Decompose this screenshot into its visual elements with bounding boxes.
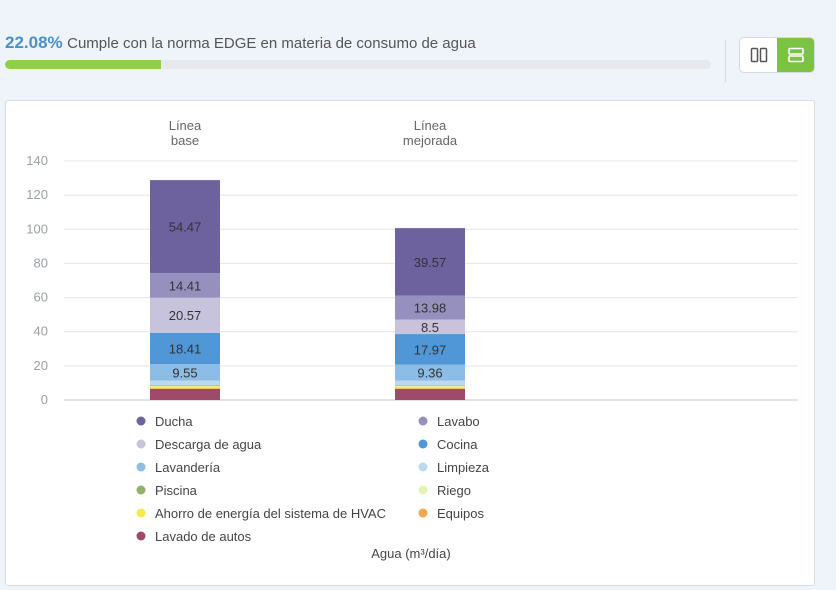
- bar-segment: [395, 364, 465, 381]
- bar-segment: [150, 180, 220, 274]
- data-label: 8.5: [421, 320, 439, 335]
- legend-label: Descarga de agua: [155, 437, 262, 452]
- bar-segment: [395, 386, 465, 389]
- y-tick-label: 100: [26, 221, 48, 236]
- x-axis-label: Agua (m³/día): [371, 546, 450, 561]
- category-label: Línea: [414, 118, 447, 133]
- compliance-progress-fill: [5, 60, 161, 69]
- bar-segment: [395, 319, 465, 335]
- bar-segment: [150, 380, 220, 385]
- compliance-progress-bar: [5, 60, 711, 69]
- legend-label: Ahorro de energía del sistema de HVAC: [155, 506, 386, 521]
- y-tick-label: 40: [34, 324, 48, 339]
- legend-label: Lavandería: [155, 460, 221, 475]
- legend-marker: [136, 508, 146, 518]
- header-divider: [725, 40, 726, 82]
- y-tick-label: 60: [34, 290, 48, 305]
- bar-segment: [395, 380, 465, 386]
- legend-marker: [136, 485, 146, 495]
- compliance-summary: 22.08% Cumple con la norma EDGE en mater…: [5, 33, 476, 53]
- y-tick-label: 0: [41, 392, 48, 407]
- category-label: mejorada: [403, 133, 458, 148]
- legend-label: Lavado de autos: [155, 529, 252, 544]
- columns-icon: [750, 47, 767, 63]
- bar-segment: [395, 388, 465, 389]
- data-label: 18.41: [169, 342, 202, 357]
- legend-label: Lavabo: [437, 414, 480, 429]
- bar-segment: [150, 386, 220, 389]
- y-tick-label: 80: [34, 255, 48, 270]
- bar-segment: [395, 228, 465, 296]
- bar-segment: [150, 388, 220, 400]
- water-consumption-chart: 020406080100120140Líneabase9.5518.4120.5…: [26, 118, 798, 561]
- data-label: 14.41: [169, 278, 202, 293]
- legend-label: Equipos: [437, 506, 484, 521]
- data-label: 39.57: [414, 255, 447, 270]
- legend-label: Cocina: [437, 437, 478, 452]
- bar-segment: [150, 364, 220, 381]
- legend-label: Ducha: [155, 414, 193, 429]
- compliance-description: Cumple con la norma EDGE en materia de c…: [67, 35, 476, 52]
- legend-marker: [136, 439, 146, 449]
- bar-segment: [395, 385, 465, 386]
- legend-marker: [418, 416, 428, 426]
- category-label: Línea: [169, 118, 202, 133]
- y-tick-label: 120: [26, 187, 48, 202]
- legend-label: Piscina: [155, 483, 198, 498]
- y-tick-label: 20: [34, 358, 48, 373]
- view-toggle: [740, 38, 814, 72]
- legend-marker: [136, 531, 146, 541]
- data-label: 9.55: [172, 365, 197, 380]
- data-label: 17.97: [414, 342, 447, 357]
- data-label: 20.57: [169, 308, 202, 323]
- legend-marker: [418, 462, 428, 472]
- bar-segment: [395, 334, 465, 365]
- data-label: 54.47: [169, 220, 202, 235]
- bar-segment: [395, 385, 465, 387]
- compliance-percent: 22.08%: [5, 33, 63, 52]
- data-label: 9.36: [417, 366, 442, 381]
- page-header: 22.08% Cumple con la norma EDGE en mater…: [0, 0, 836, 100]
- legend-marker: [418, 485, 428, 495]
- bar-segment: [150, 297, 220, 333]
- rows-icon: [787, 47, 804, 63]
- bar-segment: [150, 273, 220, 298]
- legend-marker: [418, 508, 428, 518]
- bar-segment: [150, 384, 220, 386]
- data-label: 13.98: [414, 301, 447, 316]
- bar-segment: [150, 388, 220, 389]
- bar-segment: [150, 332, 220, 365]
- bar-segment: [150, 385, 220, 387]
- bar-segment: [395, 388, 465, 400]
- category-label: base: [171, 133, 199, 148]
- legend-marker: [136, 416, 146, 426]
- chart-card: 0 20 40 60 80 100 120 140 Línea base 9.55 18.41 20.5…: [5, 100, 815, 586]
- bar-segment: [395, 295, 465, 320]
- y-tick-label: 140: [26, 153, 48, 168]
- rows-view-button[interactable]: [777, 38, 814, 72]
- legend-label: Limpieza: [437, 460, 490, 475]
- legend-marker: [418, 439, 428, 449]
- legend-marker: [136, 462, 146, 472]
- columns-view-button[interactable]: [740, 38, 777, 72]
- legend-label: Riego: [437, 483, 471, 498]
